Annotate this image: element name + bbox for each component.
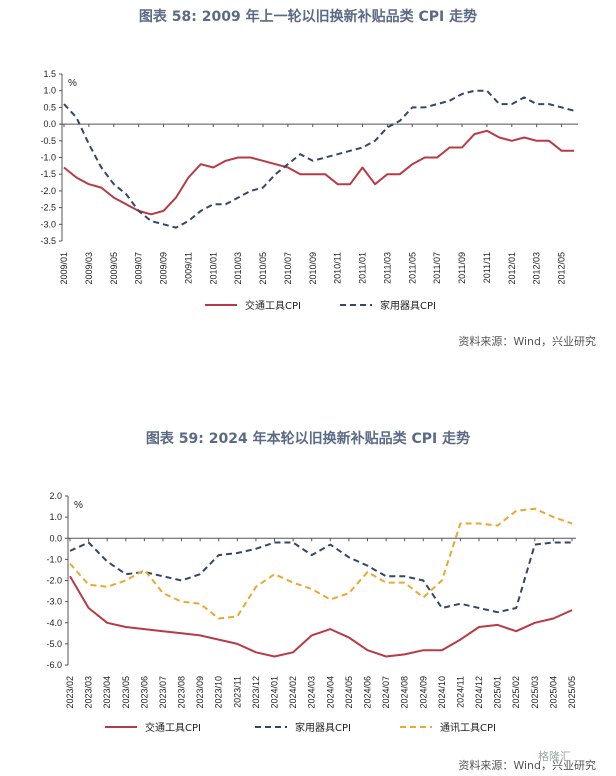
y-tick-label: -2.0 bbox=[40, 186, 56, 196]
watermark-logo: 格隆汇 bbox=[538, 750, 571, 763]
x-tick-label: 2009/11 bbox=[183, 252, 193, 284]
x-tick-label: 2012/05 bbox=[557, 252, 567, 285]
x-tick-label: 2023/03 bbox=[84, 676, 94, 709]
x-tick-label: 2011/11 bbox=[482, 252, 492, 283]
x-tick-label: 2025/05 bbox=[567, 676, 577, 709]
y-tick-label: 1.0 bbox=[43, 86, 56, 96]
x-tick-label: 2024/05 bbox=[344, 676, 354, 709]
x-tick-label: 2023/10 bbox=[214, 676, 224, 709]
x-tick-label: 2024/07 bbox=[381, 676, 391, 709]
y-tick-label: 0.0 bbox=[49, 533, 62, 543]
x-tick-label: 2011/09 bbox=[457, 252, 467, 284]
x-tick-label: 2023/12 bbox=[251, 676, 261, 709]
x-tick-label: 2024/12 bbox=[474, 676, 484, 709]
source-note-59: 资料来源：Wind，兴业研究 bbox=[458, 759, 596, 772]
chart-title-59: 图表 59: 2024 年本轮以旧换新补贴品类 CPI 走势 bbox=[145, 431, 471, 447]
series-line-交通工具CPI bbox=[63, 129, 574, 216]
x-tick-label: 2025/02 bbox=[511, 676, 521, 709]
x-tick-label: 2024/08 bbox=[400, 676, 410, 709]
x-tick-label: 2009/01 bbox=[59, 252, 69, 285]
y-tick-label: -0.5 bbox=[40, 136, 56, 146]
x-tick-label: 2012/03 bbox=[532, 252, 542, 285]
x-tick-label: 2024/10 bbox=[437, 676, 447, 709]
unit-label: % bbox=[68, 78, 77, 89]
x-tick-label: 2024/04 bbox=[325, 676, 335, 709]
series-line-家用器具CPI bbox=[69, 541, 572, 614]
x-tick-label: 2024/03 bbox=[307, 676, 317, 709]
x-tick-label: 2023/04 bbox=[102, 676, 112, 709]
x-tick-label: 2024/09 bbox=[418, 676, 428, 709]
x-tick-label: 2025/04 bbox=[548, 676, 558, 709]
x-tick-label: 2012/01 bbox=[507, 252, 517, 285]
x-tick-label: 2011/01 bbox=[358, 252, 368, 284]
legend-label: 通讯工具CPI bbox=[440, 722, 496, 734]
y-tick-label: -3.0 bbox=[40, 219, 56, 229]
x-tick-label: 2011/03 bbox=[382, 252, 392, 284]
x-tick-label: 2010/03 bbox=[233, 252, 243, 285]
y-tick-label: 2.0 bbox=[49, 491, 62, 501]
x-tick-label: 2023/08 bbox=[177, 676, 187, 709]
y-tick-label: 0.0 bbox=[43, 119, 56, 129]
x-tick-label: 2024/01 bbox=[270, 676, 280, 709]
y-tick-label: 1.0 bbox=[49, 512, 62, 522]
y-tick-label: -3.5 bbox=[40, 236, 56, 246]
y-tick-label: 0.5 bbox=[43, 102, 56, 112]
series-line-家用器具CPI bbox=[63, 89, 575, 229]
y-tick-label: -1.5 bbox=[40, 169, 56, 179]
source-note-58: 资料来源：Wind，兴业研究 bbox=[458, 335, 596, 348]
x-tick-label: 2009/03 bbox=[84, 252, 94, 285]
x-tick-label: 2011/07 bbox=[432, 252, 442, 284]
y-tick-label: -2.5 bbox=[40, 203, 56, 213]
y-tick-label: -1.0 bbox=[40, 153, 56, 163]
y-tick-label: -6.0 bbox=[46, 660, 62, 670]
x-tick-label: 2011/05 bbox=[407, 252, 417, 284]
x-tick-label: 2009/09 bbox=[159, 252, 169, 285]
x-tick-label: 2010/07 bbox=[283, 252, 293, 285]
x-tick-label: 2023/05 bbox=[121, 676, 131, 709]
chart-title-58: 图表 58: 2009 年上一轮以旧换新补贴品类 CPI 走势 bbox=[138, 9, 478, 25]
legend-label: 家用器具CPI bbox=[295, 721, 351, 734]
x-tick-label: 2023/02 bbox=[65, 676, 75, 709]
unit-label: % bbox=[74, 500, 83, 511]
x-tick-label: 2009/07 bbox=[134, 252, 144, 285]
x-tick-label: 2024/11 bbox=[455, 676, 465, 708]
x-tick-label: 2023/06 bbox=[139, 676, 149, 709]
x-tick-label: 2024/06 bbox=[362, 676, 372, 709]
x-tick-label: 2010/01 bbox=[208, 252, 218, 285]
series-line-交通工具CPI bbox=[69, 575, 573, 658]
y-tick-label: -3.0 bbox=[46, 597, 62, 607]
y-tick-label: 1.5 bbox=[43, 69, 56, 79]
series-line-通讯工具CPI bbox=[69, 507, 573, 620]
x-tick-label: 2010/09 bbox=[308, 252, 318, 285]
y-tick-label: -1.0 bbox=[46, 554, 62, 564]
x-tick-label: 2023/11 bbox=[232, 676, 242, 708]
x-tick-label: 2023/09 bbox=[195, 676, 205, 709]
x-tick-label: 2025/01 bbox=[493, 676, 503, 709]
y-tick-label: -2.0 bbox=[46, 576, 62, 586]
legend-label: 交通工具CPI bbox=[245, 299, 301, 312]
x-tick-label: 2024/02 bbox=[288, 676, 298, 709]
x-tick-label: 2023/07 bbox=[158, 676, 168, 709]
y-tick-label: -5.0 bbox=[46, 639, 62, 649]
legend-label: 家用器具CPI bbox=[380, 299, 436, 312]
legend-label: 交通工具CPI bbox=[145, 721, 201, 734]
y-tick-label: -4.0 bbox=[46, 618, 62, 628]
x-tick-label: 2010/11 bbox=[333, 252, 343, 284]
x-tick-label: 2009/05 bbox=[109, 252, 119, 285]
x-tick-label: 2025/03 bbox=[530, 676, 540, 709]
x-tick-label: 2010/05 bbox=[258, 252, 268, 285]
chart-58-plot: 1.5 1.0 0.5 0.0 -0.5 -1.0 -1.5 -2.0 -2.5 -3.0 -3.5… bbox=[40, 69, 578, 312]
